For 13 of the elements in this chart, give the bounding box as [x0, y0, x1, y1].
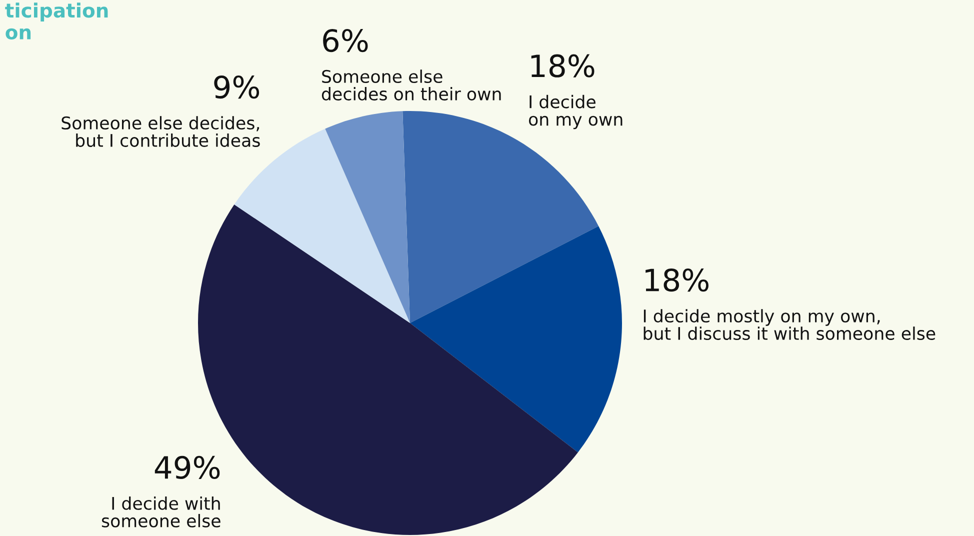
slice-label: Someone else decides on their own — [322, 70, 501, 100]
pie-slice — [410, 226, 622, 452]
data-label: 6% — [323, 29, 368, 52]
slice-label: Someone else decides, but I contribute ideas — [62, 116, 260, 147]
slice-label: I decide with someone else — [102, 496, 220, 528]
data-label: 18% — [646, 268, 708, 292]
slice-label: I decide mostly on my own, but I discuss it with someone else — [644, 309, 936, 340]
data-label: 18% — [531, 54, 594, 78]
chart-title: ticipation on — [5, 2, 108, 40]
pie-slice — [325, 111, 410, 323]
data-label: 49% — [154, 456, 220, 480]
slice-label: I decide on my own — [528, 94, 622, 130]
data-label: 9% — [214, 75, 260, 99]
